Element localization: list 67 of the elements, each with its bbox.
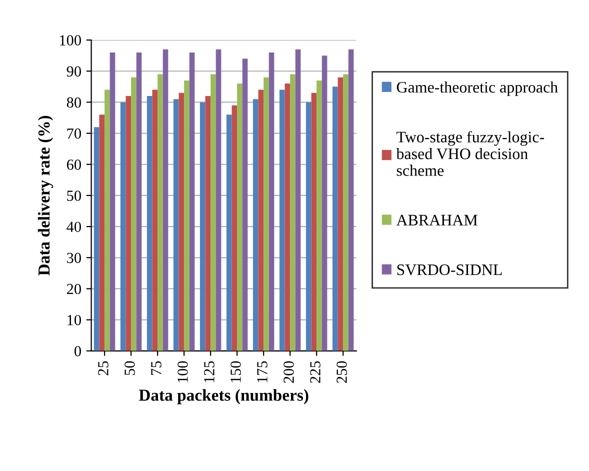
bar: [184, 80, 190, 351]
bar: [348, 49, 354, 351]
y-tick-label: 50: [67, 190, 81, 201]
bar: [290, 74, 296, 351]
bar: [110, 52, 116, 351]
y-tick-label: 0: [74, 346, 81, 356]
bar: [152, 90, 158, 351]
bar: [279, 90, 285, 351]
bar: [131, 77, 136, 351]
bar: [252, 99, 258, 351]
bar: [136, 52, 142, 351]
x-tick-label: 125: [204, 361, 214, 382]
x-tick-label: 175: [257, 361, 268, 382]
legend-label: ABRAHAM: [396, 214, 478, 226]
bar: [205, 96, 211, 351]
bar: [104, 90, 110, 351]
bar: [210, 74, 216, 351]
bar: [295, 49, 301, 351]
bar: [338, 77, 344, 351]
x-tick-label: 250: [336, 361, 347, 383]
bar: [343, 74, 348, 351]
y-tick-label: 60: [66, 160, 81, 170]
bar: [120, 102, 126, 351]
x-tick-label: 225: [310, 361, 320, 383]
bar: [173, 99, 179, 351]
bar: [268, 52, 274, 351]
bar: [258, 90, 264, 351]
bar: [237, 84, 242, 351]
bar: [226, 114, 232, 351]
bar: [264, 77, 269, 351]
y-tick-label: 10: [68, 314, 81, 326]
bar: [162, 49, 168, 351]
bar: [306, 102, 312, 351]
bar: [189, 52, 195, 351]
y-tick-label: 70: [67, 128, 81, 139]
legend-label: Two-stage fuzzy-logic- based VHO decision scheme: [396, 131, 544, 176]
bar: [126, 96, 132, 351]
bar: [242, 58, 248, 351]
y-tick-label: 30: [67, 252, 81, 264]
y-tick-label: 90: [66, 66, 81, 77]
x-axis-title: Data packets (numbers): [138, 389, 308, 404]
bar: [232, 105, 238, 351]
legend-label: Game-theoretic approach: [396, 81, 558, 96]
bar: [178, 92, 184, 351]
bar: [322, 56, 328, 351]
bar: [146, 96, 152, 351]
y-tick-label: 40: [66, 222, 81, 232]
x-tick-label: 100: [178, 361, 188, 382]
bar: [94, 127, 100, 351]
y-tick-label: 20: [66, 284, 81, 294]
bar: [316, 80, 322, 351]
y-tick-label: 100: [60, 35, 81, 46]
x-tick-label: 200: [284, 361, 294, 383]
x-tick-label: 50: [124, 361, 135, 376]
x-tick-label: 150: [230, 361, 241, 382]
bar: [311, 92, 317, 351]
bar: [158, 74, 163, 351]
x-tick-label: 75: [151, 361, 162, 375]
bar: [200, 102, 206, 351]
x-tick-label: 25: [98, 361, 108, 376]
bar: [332, 86, 338, 351]
y-tick-label: 80: [66, 97, 81, 108]
bar: [284, 84, 290, 351]
y-axis-title: Data delivery rate (%): [38, 116, 54, 276]
legend-label: SVRDO-SIDNL: [397, 264, 502, 276]
bar: [99, 114, 105, 351]
bar: [216, 49, 222, 351]
